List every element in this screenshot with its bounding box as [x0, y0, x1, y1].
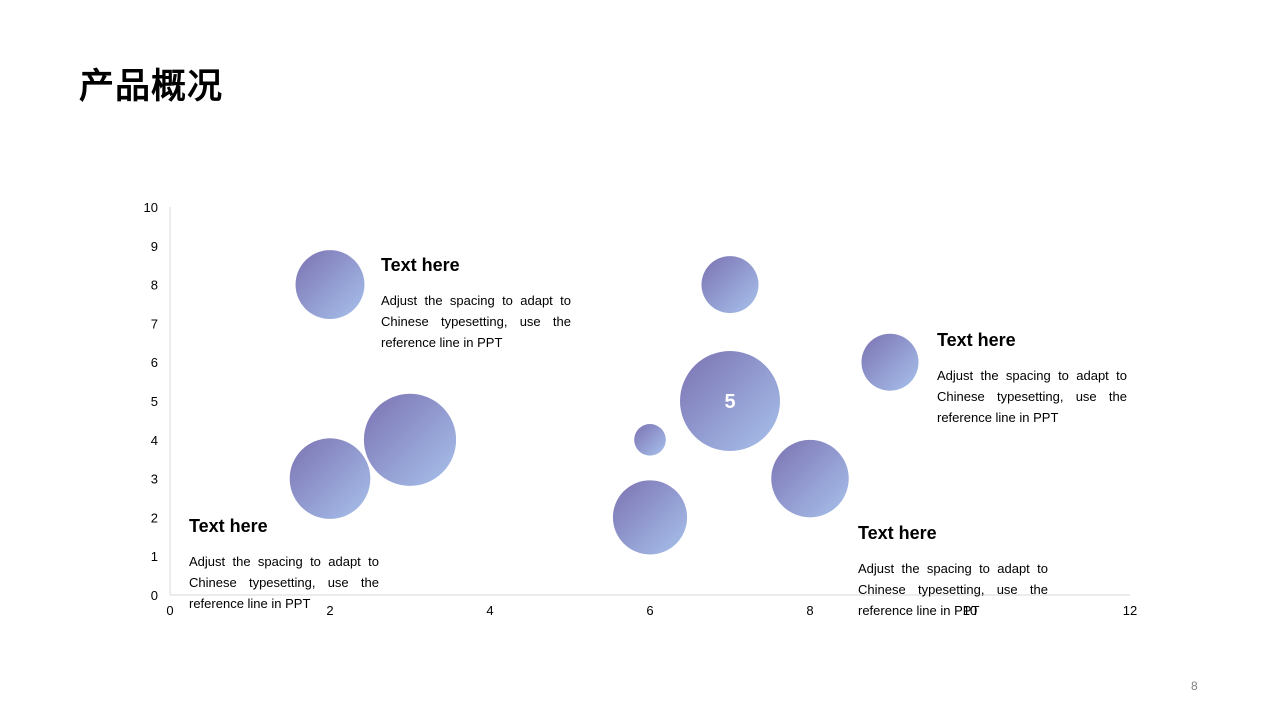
text-block-heading: Text here [381, 255, 460, 275]
bubble [771, 439, 849, 518]
text-block-top-left: Text here Adjust the spacing to adapt to… [381, 255, 571, 353]
y-tick-label: 10 [144, 200, 158, 215]
x-tick-label: 6 [646, 603, 653, 618]
bubble [363, 393, 457, 486]
y-tick-label: 8 [151, 278, 158, 293]
text-block-heading: Text here [937, 330, 1016, 350]
x-tick-label: 10 [963, 603, 977, 618]
y-tick-label: 0 [151, 588, 158, 603]
y-tick-label: 7 [151, 316, 158, 331]
bubble [612, 480, 688, 555]
text-block-right: Text here Adjust the spacing to adapt to… [937, 330, 1127, 428]
x-tick-label: 12 [1123, 603, 1137, 618]
x-tick-label: 0 [166, 603, 173, 618]
x-tick-label: 2 [326, 603, 333, 618]
y-tick-label: 4 [151, 433, 158, 448]
x-tick-label: 8 [806, 603, 813, 618]
y-tick-label: 1 [151, 549, 158, 564]
y-tick-label: 2 [151, 510, 158, 525]
text-block-body: Adjust the spacing to adapt to Chinese t… [858, 561, 1048, 618]
x-tick-label: 4 [486, 603, 493, 618]
y-tick-label: 6 [151, 355, 158, 370]
bubble-data-label: 5 [724, 391, 735, 413]
text-block-heading: Text here [858, 523, 937, 543]
text-block-body: Adjust the spacing to adapt to Chinese t… [189, 554, 379, 611]
text-block-body: Adjust the spacing to adapt to Chinese t… [381, 293, 571, 350]
page-number: 8 [1191, 679, 1198, 693]
text-block-bottom-right: Text here Adjust the spacing to adapt to… [858, 523, 1048, 621]
page-title: 产品概况 [79, 67, 224, 107]
bubble [289, 438, 371, 519]
bubble [861, 333, 919, 391]
text-block-body: Adjust the spacing to adapt to Chinese t… [937, 368, 1127, 425]
text-block-heading: Text here [189, 516, 268, 536]
bubble [295, 250, 365, 320]
bubble [701, 256, 759, 314]
y-tick-label: 3 [151, 472, 158, 487]
bubble [634, 423, 666, 456]
y-tick-label: 9 [151, 239, 158, 254]
bubble [680, 351, 780, 451]
y-tick-label: 5 [151, 394, 158, 409]
text-block-bottom-left: Text here Adjust the spacing to adapt to… [189, 516, 379, 614]
